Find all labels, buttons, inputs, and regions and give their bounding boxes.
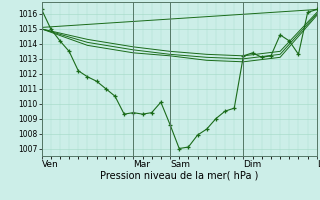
- X-axis label: Pression niveau de la mer( hPa ): Pression niveau de la mer( hPa ): [100, 171, 258, 181]
